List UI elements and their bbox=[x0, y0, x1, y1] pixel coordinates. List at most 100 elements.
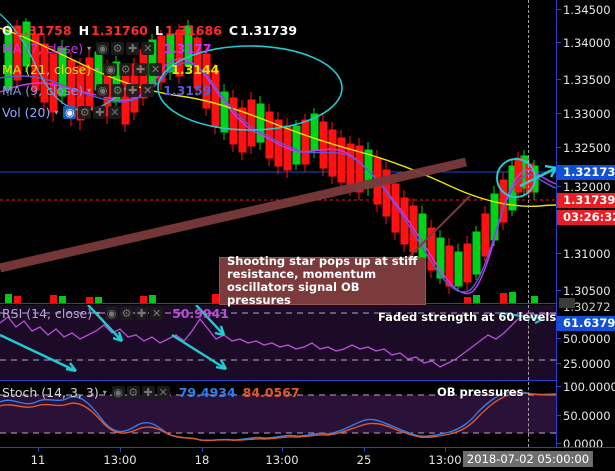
gear-icon[interactable]: ⚙ bbox=[111, 84, 125, 97]
stoch-tick: 100.0000 bbox=[563, 380, 615, 394]
eye-icon[interactable]: ◉ bbox=[104, 63, 118, 76]
axis-drag-handle[interactable] bbox=[559, 298, 575, 308]
stoch-k-line bbox=[0, 391, 556, 442]
close-icon[interactable]: ✕ bbox=[156, 386, 170, 399]
price-chart-canvas bbox=[0, 13, 556, 303]
annotation-callout[interactable]: Shooting star pops up at stiff resistanc… bbox=[219, 253, 426, 308]
price-tick: 1.33000 bbox=[563, 107, 611, 121]
time-tick: 25 bbox=[356, 453, 372, 467]
stoch-tick: 50.0000 bbox=[563, 409, 611, 423]
chevron-down-icon[interactable]: ▾ bbox=[102, 388, 107, 397]
eye-icon[interactable]: ◉ bbox=[96, 42, 110, 55]
chevron-down-icon[interactable]: ▾ bbox=[54, 108, 59, 117]
legend-buttons-ma21[interactable]: ◉ ⚙ ✚ ✕ bbox=[104, 63, 164, 76]
cursor-time-label: 2018-07-02 05:00:00 bbox=[462, 451, 594, 467]
pattern-ellipse bbox=[157, 45, 343, 131]
legend-value-ma7: 1.3177 bbox=[163, 41, 212, 56]
gear-icon[interactable]: ⚙ bbox=[119, 63, 133, 76]
gear-icon[interactable]: ⚙ bbox=[111, 42, 125, 55]
price-tick: 1.32000 bbox=[563, 180, 611, 194]
stoch-note: OB pressures bbox=[437, 385, 524, 399]
legend-label-vol: Vol (20) bbox=[2, 105, 51, 120]
price-tick: 1.31000 bbox=[563, 247, 611, 261]
legend-value-rsi: 50.9941 bbox=[172, 306, 230, 321]
legend-buttons-stoch[interactable]: ◉ ⚙ ✚ ✕ bbox=[111, 386, 172, 399]
eye-icon[interactable]: ◉ bbox=[63, 106, 77, 119]
legend-buttons-vol[interactable]: ◉ ⚙ ✚ ✕ bbox=[63, 106, 123, 119]
gear-icon[interactable]: ⚙ bbox=[126, 386, 140, 399]
rsi-note-arrow bbox=[499, 311, 544, 324]
price-tick: 1.33500 bbox=[563, 73, 611, 87]
plus-icon[interactable]: ✚ bbox=[126, 42, 140, 55]
rsi-line bbox=[0, 312, 556, 368]
eye-icon[interactable]: ◉ bbox=[96, 84, 110, 97]
legend-label-ma21: MA (21, close) bbox=[2, 62, 92, 77]
plus-icon[interactable]: ✚ bbox=[141, 386, 155, 399]
plus-icon[interactable]: ✚ bbox=[134, 63, 148, 76]
annotation-callout-text: Shooting star pops up at stiff resistanc… bbox=[227, 253, 418, 308]
ohlc-readout: O 1.31758 H 1.31760 L 1.31686 C 1.31739 bbox=[2, 23, 304, 38]
chevron-down-icon[interactable]: ▾ bbox=[87, 44, 92, 53]
legend-value-stoch-d: 84.0567 bbox=[242, 385, 300, 400]
price-tick: 1.32500 bbox=[563, 141, 611, 155]
chevron-down-icon[interactable]: ▾ bbox=[87, 86, 92, 95]
gear-icon[interactable]: ⚙ bbox=[78, 106, 92, 119]
countdown-label: 03:26:32 bbox=[557, 210, 615, 225]
current-price-label: 1.32173 bbox=[557, 165, 615, 180]
callout-leader bbox=[403, 195, 471, 263]
rsi-tick: 50.0000 bbox=[563, 332, 611, 346]
eye-icon[interactable]: ◉ bbox=[105, 307, 119, 320]
close-icon[interactable]: ✕ bbox=[150, 307, 164, 320]
legend-buttons-rsi[interactable]: ◉ ⚙ ✚ ✕ bbox=[105, 307, 165, 320]
legend-row-stoch[interactable]: Stoch (14, 3, 3) ▾ ◉ ⚙ ✚ ✕ 79.4934 84.05… bbox=[2, 385, 300, 400]
crosshair-vertical bbox=[528, 0, 529, 303]
legend-label-stoch: Stoch (14, 3, 3) bbox=[2, 385, 99, 400]
rsi-divergence-arrows bbox=[0, 305, 228, 373]
stoch-d-line bbox=[0, 392, 556, 441]
plus-icon[interactable]: ✚ bbox=[135, 307, 149, 320]
close-icon[interactable]: ✕ bbox=[141, 84, 155, 97]
legend-value-ma21: 1.3144 bbox=[171, 62, 220, 77]
chevron-down-icon[interactable]: ▾ bbox=[95, 65, 100, 74]
ohlc-open-key: O bbox=[2, 23, 13, 38]
ohlc-open-value: 1.31758 bbox=[14, 23, 72, 38]
plus-icon[interactable]: ✚ bbox=[93, 106, 107, 119]
plus-icon[interactable]: ✚ bbox=[126, 84, 140, 97]
gear-icon[interactable]: ⚙ bbox=[120, 307, 134, 320]
ma9-line bbox=[0, 62, 556, 293]
close-icon[interactable]: ✕ bbox=[141, 42, 155, 55]
legend-value-ma9: 1.3159 bbox=[163, 83, 212, 98]
ohlc-low-value: 1.31686 bbox=[164, 23, 222, 38]
ohlc-close-key: C bbox=[228, 23, 239, 38]
last-price-label: 1.31739 bbox=[557, 193, 615, 208]
ohlc-high-value: 1.31760 bbox=[91, 23, 148, 38]
shooting-star-arrow bbox=[519, 164, 556, 188]
legend-label-ma7: MA (7, close) bbox=[2, 41, 84, 56]
legend-row-ma21[interactable]: MA (21, close) ▾ ◉ ⚙ ✚ ✕ 1.3144 bbox=[2, 62, 219, 77]
ma21-line bbox=[0, 27, 556, 208]
time-tick: 13:00 bbox=[265, 453, 299, 467]
stoch-pane bbox=[0, 382, 556, 447]
legend-label-rsi: RSI (14, close) bbox=[2, 306, 93, 321]
legend-buttons-ma7[interactable]: ◉ ⚙ ✚ ✕ bbox=[96, 42, 156, 55]
price-axis[interactable]: 1.34500 1.34000 1.33500 1.33000 1.32500 … bbox=[556, 0, 615, 451]
legend-row-rsi[interactable]: RSI (14, close) ▾ ◉ ⚙ ✚ ✕ 50.9941 bbox=[2, 306, 229, 321]
rsi-current-label: 61.6379 bbox=[557, 316, 615, 331]
time-axis[interactable]: 11 13:00 18 13:00 25 13:00 2018-07-02 05… bbox=[0, 447, 615, 471]
legend-buttons-ma9[interactable]: ◉ ⚙ ✚ ✕ bbox=[96, 84, 156, 97]
rsi-pane bbox=[0, 305, 556, 380]
rsi-tick: 25.0000 bbox=[563, 357, 611, 371]
pane-separator-stoch bbox=[0, 380, 556, 381]
eye-icon[interactable]: ◉ bbox=[111, 386, 125, 399]
legend-row-vol[interactable]: Vol (20) ▾ ◉ ⚙ ✚ ✕ bbox=[2, 105, 123, 120]
close-icon[interactable]: ✕ bbox=[108, 106, 122, 119]
legend-row-ma7[interactable]: MA (7, close) ▾ ◉ ⚙ ✚ ✕ 1.3177 bbox=[2, 41, 211, 56]
legend-label-ma9: MA (9, close) bbox=[2, 83, 84, 98]
close-icon[interactable]: ✕ bbox=[149, 63, 163, 76]
legend-row-ma9[interactable]: MA (9, close) ▾ ◉ ⚙ ✚ ✕ 1.3159 bbox=[2, 83, 211, 98]
chevron-down-icon[interactable]: ▾ bbox=[96, 309, 101, 318]
time-tick: 11 bbox=[30, 453, 46, 467]
ohlc-high-key: H bbox=[78, 23, 90, 38]
time-tick: 18 bbox=[194, 453, 210, 467]
